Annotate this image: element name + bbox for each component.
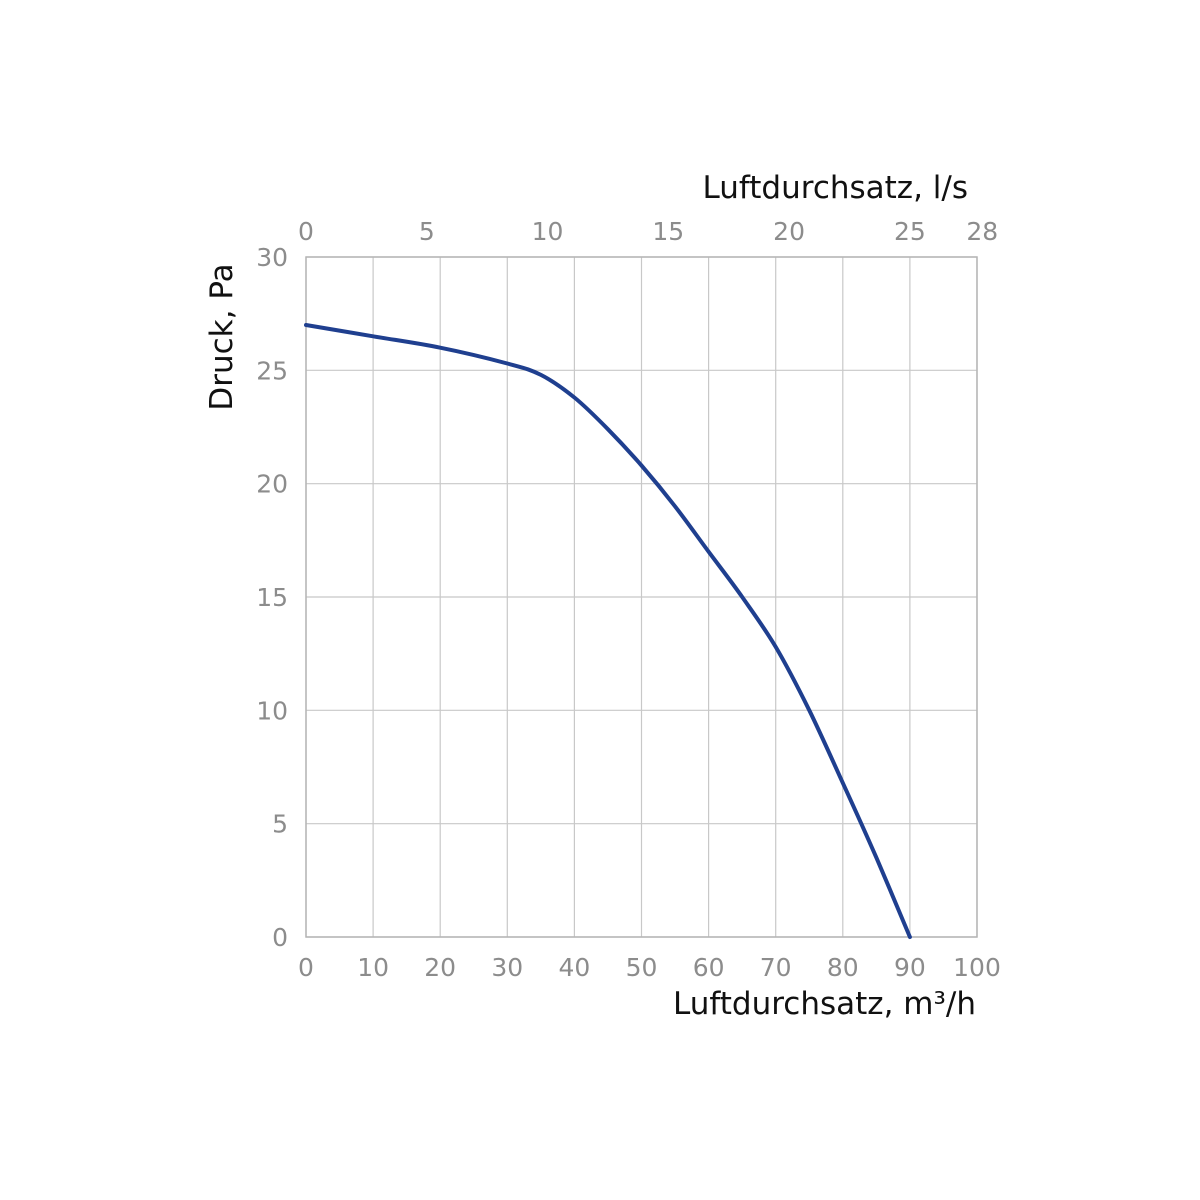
x-tick-label: 10 [357,953,389,982]
x-tick-label: 40 [558,953,590,982]
y-tick-label: 10 [256,696,288,725]
top-x-tick-label: 5 [419,217,435,246]
pressure-curve [304,323,912,939]
x-tick-labels: 0 10 20 30 40 50 60 70 80 90 100 [298,953,1001,982]
top-x-tick-labels: 0 5 10 15 20 25 28 [298,217,998,246]
grid-lines [305,256,978,938]
x-tick-label: 100 [953,953,1001,982]
top-x-tick-label: 15 [652,217,684,246]
y-tick-label: 25 [256,356,288,385]
top-x-axis-title: Luftdurchsatz, l/s [703,170,968,206]
x-tick-label: 20 [424,953,456,982]
y-tick-labels: 0 5 10 15 20 25 30 [256,243,288,952]
x-tick-label: 30 [491,953,523,982]
x-tick-label: 80 [827,953,859,982]
top-x-tick-label: 0 [298,217,314,246]
y-tick-label: 30 [256,243,288,272]
x-tick-label: 60 [693,953,725,982]
top-x-tick-label: 25 [894,217,926,246]
y-axis-title: Druck, Pa [204,263,240,410]
x-tick-label: 90 [894,953,926,982]
x-tick-label: 0 [298,953,314,982]
top-x-tick-label: 10 [532,217,564,246]
x-axis-title: Luftdurchsatz, m³/h [673,986,976,1022]
top-x-tick-label: 20 [773,217,805,246]
y-tick-label: 5 [272,810,288,839]
x-tick-label: 70 [760,953,792,982]
plot-frame [305,256,978,938]
y-tick-label: 20 [256,470,288,499]
top-x-tick-label: 28 [966,217,998,246]
y-tick-label: 15 [256,583,288,612]
y-tick-label: 0 [272,923,288,952]
x-tick-label: 50 [626,953,658,982]
